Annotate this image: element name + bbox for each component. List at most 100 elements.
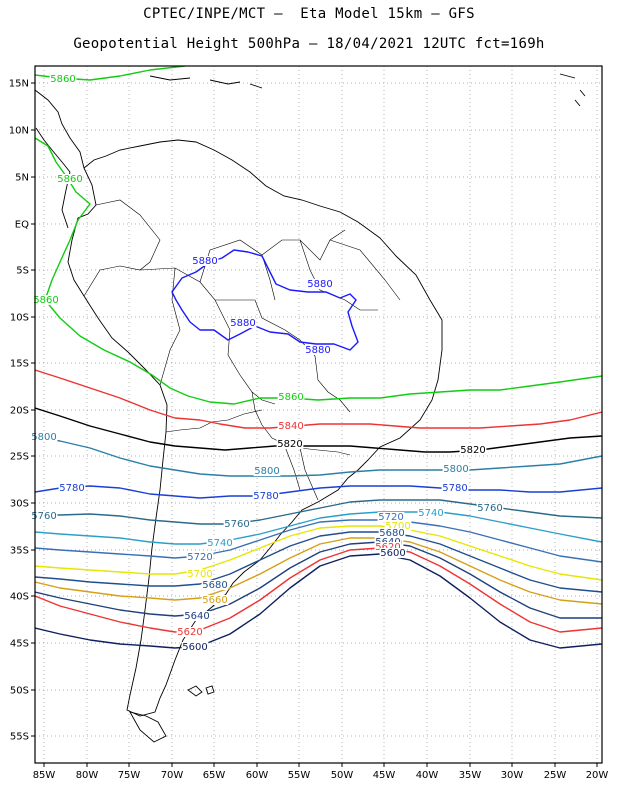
contour-labels: 5880 5880 5880 5880 5860 5860 5860 5860 5840 5820… <box>30 74 504 653</box>
contour-label-5620: 5620 <box>375 542 400 553</box>
contour-5700 <box>35 525 602 581</box>
contour-5680 <box>35 531 602 593</box>
contour-label-bg <box>384 521 412 531</box>
lat-tick-label: 5N <box>15 173 29 184</box>
lon-tick-label: 55W <box>288 770 311 781</box>
lon-tick-label: 20W <box>586 770 609 781</box>
contour-label-bg <box>374 542 402 552</box>
contour-label-bg <box>277 421 305 431</box>
contour-label-bg <box>252 491 280 501</box>
lat-tick-label: 10N <box>9 126 29 137</box>
lon-tick-label: 60W <box>246 770 269 781</box>
chart-subtitle: Geopotential Height 500hPa – 18/04/2021 … <box>73 36 545 52</box>
contour-label-5600: 5600 <box>182 642 207 653</box>
contour-label-5740: 5740 <box>418 508 443 519</box>
lon-tick-label: 75W <box>118 770 141 781</box>
contour-label-bg <box>276 439 304 449</box>
contour-label-bg <box>476 503 504 513</box>
contour-label-bg <box>277 392 305 402</box>
contour-label-5620: 5620 <box>177 627 202 638</box>
contour-label-bg <box>378 528 406 538</box>
caribbean-islands <box>149 73 586 107</box>
lon-tick-label: 70W <box>161 770 184 781</box>
contour-label-5680: 5680 <box>202 580 227 591</box>
contour-5860 <box>35 137 602 405</box>
contour-label-5800: 5800 <box>31 432 56 443</box>
contour-label-bg <box>30 432 58 442</box>
lat-tick-label: 10S <box>10 313 29 324</box>
contour-label-5780: 5780 <box>59 483 84 494</box>
contour-label-5880: 5880 <box>305 345 330 356</box>
contour-5820 <box>35 407 602 453</box>
lat-tick-label: 45S <box>10 639 29 650</box>
lon-tick-label: 35W <box>459 770 482 781</box>
lat-tick-label: 55S <box>10 732 29 743</box>
lat-tick-label: 35S <box>10 546 29 557</box>
plot-frame <box>34 65 603 764</box>
lon-tick-label: 40W <box>416 770 439 781</box>
contour-label-bg <box>377 512 405 522</box>
contour-label-5760: 5760 <box>477 503 502 514</box>
contour-5840 <box>35 369 602 429</box>
contour-5660 <box>35 537 602 605</box>
contour-label-bg <box>379 548 407 558</box>
lon-tick-label: 25W <box>544 770 567 781</box>
tierra-del-fuego <box>129 711 167 743</box>
contour-label-bg <box>181 642 209 652</box>
contour-label-5600: 5600 <box>380 548 405 559</box>
contour-label-bg <box>306 279 334 289</box>
contour-label-bg <box>58 483 86 493</box>
contour-label-5800: 5800 <box>254 466 279 477</box>
lat-tick-label: 20S <box>10 406 29 417</box>
lon-tick-label: 85W <box>33 770 56 781</box>
contour-label-5700: 5700 <box>187 569 212 580</box>
contour-5740 <box>35 511 602 545</box>
lat-tick-label: EQ <box>15 220 29 231</box>
contour-label-bg <box>229 318 257 328</box>
contour-label-bg <box>30 511 58 521</box>
contour-label-bg <box>201 595 229 605</box>
contour-label-bg <box>183 611 211 621</box>
lon-tick-label: 50W <box>331 770 354 781</box>
lat-tick-label: 15N <box>9 79 29 90</box>
contour-5800 <box>35 436 602 477</box>
contour-label-bg <box>442 464 470 474</box>
contour-label-bg <box>206 538 234 548</box>
lat-tick-label: 25S <box>10 452 29 463</box>
contour-label-5880: 5880 <box>192 256 217 267</box>
contour-label-bg <box>253 466 281 476</box>
falkland-islands <box>187 685 215 697</box>
contour-label-5880: 5880 <box>307 279 332 290</box>
contour-label-bg <box>49 74 77 84</box>
contour-label-bg <box>459 445 487 455</box>
contour-label-bg <box>32 295 60 305</box>
lat-tick-label: 5S <box>16 266 29 277</box>
contour-5640 <box>35 541 602 619</box>
contour-label-5860: 5860 <box>278 392 303 403</box>
plot-background <box>35 66 602 763</box>
contour-label-5760: 5760 <box>31 511 56 522</box>
contour-label-5820: 5820 <box>460 445 485 456</box>
contour-label-bg <box>304 345 332 355</box>
contour-label-5820: 5820 <box>277 439 302 450</box>
contour-label-bg <box>201 580 229 590</box>
contour-label-5720: 5720 <box>378 512 403 523</box>
contour-label-5660: 5660 <box>202 595 227 606</box>
contour-label-5760: 5760 <box>224 519 249 530</box>
contour-label-bg <box>191 256 219 266</box>
contour-label-5780: 5780 <box>442 483 467 494</box>
lat-tick-label: 30S <box>10 499 29 510</box>
lon-tick-label: 45W <box>373 770 396 781</box>
contour-5620 <box>35 547 602 633</box>
contour-5600 <box>35 553 602 649</box>
contour-label-5880: 5880 <box>230 318 255 329</box>
contour-label-5780: 5780 <box>253 491 278 502</box>
contour-label-5740: 5740 <box>207 538 232 549</box>
contour-label-bg <box>223 519 251 529</box>
chart-title: CPTEC/INPE/MCT – Eta Model 15km – GFS <box>143 6 475 22</box>
lat-tick-label: 40S <box>10 592 29 603</box>
contour-label-5840: 5840 <box>278 421 303 432</box>
contour-label-bg <box>176 627 204 637</box>
lat-tick-label: 15S <box>10 359 29 370</box>
